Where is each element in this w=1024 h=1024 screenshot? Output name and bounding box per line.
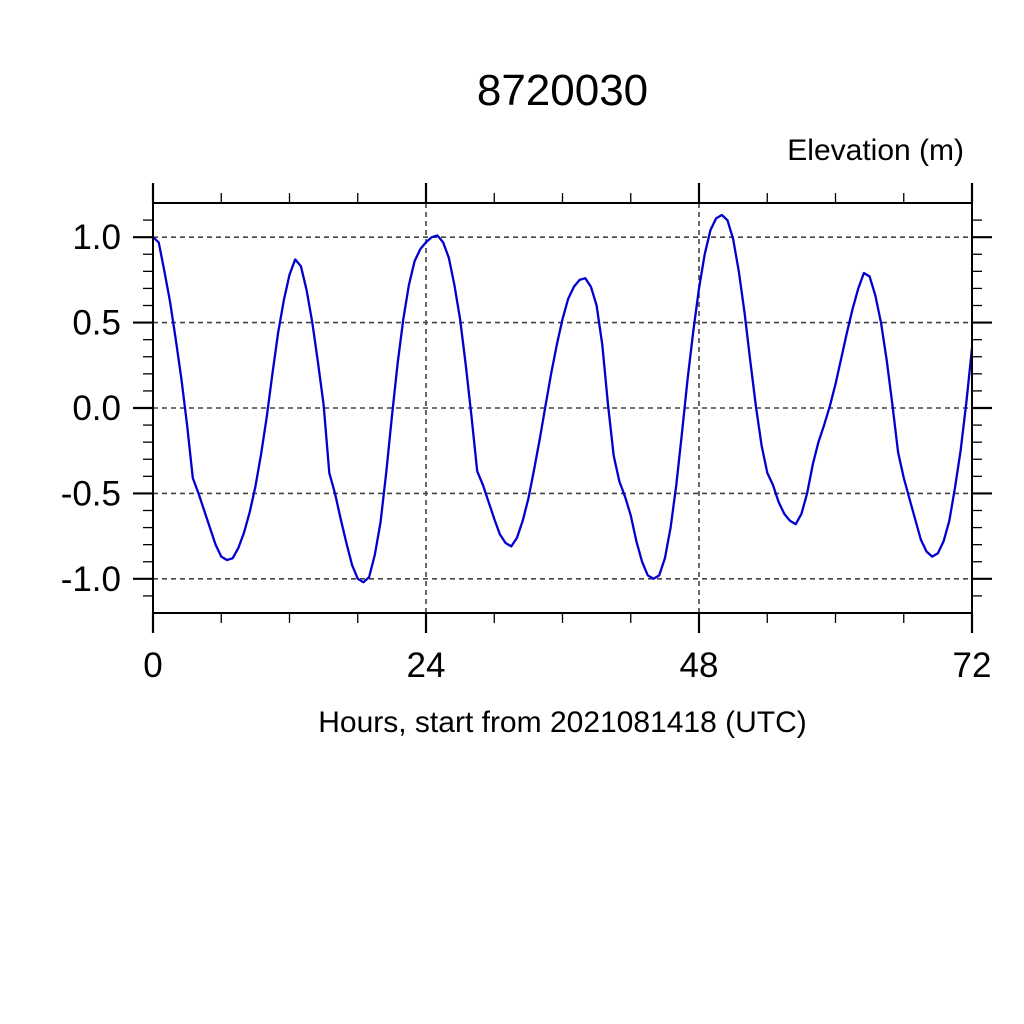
y-tick-label: 0.5: [72, 304, 121, 343]
y-tick-label: -0.5: [61, 474, 121, 513]
x-tick-label: 24: [407, 646, 446, 685]
y-tick-label: 0.0: [72, 389, 121, 428]
y-axis-title: Elevation (m): [787, 134, 964, 167]
tide-curve: [151, 213, 974, 584]
tick-labels: 0 24 48 72 -1.0 -0.5 0.0 0.5 1.0: [61, 218, 992, 685]
y-tick-label: -1.0: [61, 560, 121, 599]
x-tick-label: 0: [143, 646, 162, 685]
gridlines: [153, 203, 972, 613]
chart-title: 8720030: [476, 66, 649, 115]
x-axis-title: Hours, start from 2021081418 (UTC): [318, 706, 807, 739]
axis-ticks: [133, 183, 992, 633]
elevation-line: [151, 213, 974, 584]
x-tick-label: 72: [953, 646, 992, 685]
x-tick-label: 48: [680, 646, 719, 685]
y-tick-label: 1.0: [72, 218, 121, 257]
